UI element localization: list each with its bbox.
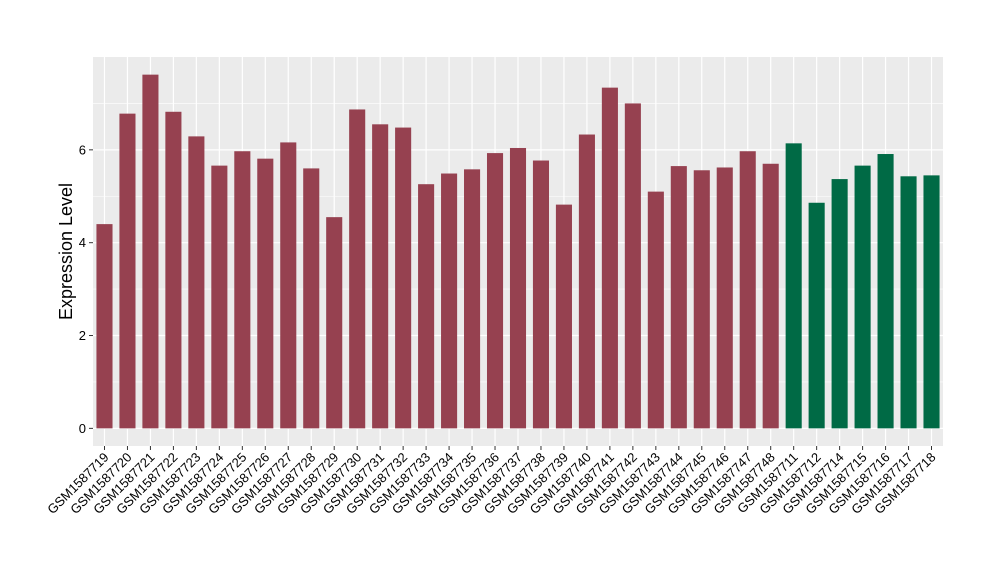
bar-GSM1587719 (96, 224, 113, 429)
bar-GSM1587711 (785, 143, 802, 429)
bar-GSM1587723 (188, 136, 205, 429)
bar-GSM1587726 (257, 158, 274, 429)
bar-GSM1587714 (831, 179, 848, 429)
bar-GSM1587747 (739, 151, 756, 429)
bar-GSM1587716 (877, 154, 894, 429)
bar-GSM1587718 (923, 175, 940, 429)
bar-GSM1587740 (578, 134, 595, 429)
bar-GSM1587727 (280, 142, 297, 429)
bar-GSM1587746 (716, 167, 733, 429)
bar-GSM1587731 (372, 124, 389, 429)
bar-GSM1587733 (418, 184, 435, 429)
bar-GSM1587744 (670, 166, 687, 429)
bar-GSM1587738 (532, 160, 550, 429)
y-tick-label: 4 (79, 235, 86, 250)
bar-GSM1587745 (693, 170, 710, 429)
bars-group (96, 74, 940, 429)
bar-GSM1587730 (349, 109, 366, 429)
y-tick-label: 2 (79, 328, 86, 343)
bar-GSM1587729 (326, 217, 343, 429)
bar-GSM1587712 (808, 202, 825, 429)
y-axis: 0 2 4 6 (79, 142, 93, 436)
bar-GSM1587720 (119, 113, 136, 429)
bar-GSM1587725 (234, 151, 251, 429)
y-tick-label: 0 (79, 421, 86, 436)
bar-GSM1587735 (464, 169, 481, 429)
bar-GSM1587748 (762, 163, 779, 429)
bar-GSM1587724 (211, 165, 228, 429)
bar-GSM1587721 (142, 74, 159, 429)
bar-GSM1587734 (441, 173, 458, 429)
x-axis: GSM1587719GSM1587720GSM1587721GSM1587722… (44, 446, 939, 517)
bar-GSM1587737 (509, 147, 527, 429)
y-tick-label: 6 (79, 142, 86, 157)
bar-GSM1587743 (647, 191, 664, 429)
y-axis-title: Expression Level (56, 183, 76, 320)
bar-GSM1587739 (555, 204, 572, 429)
bar-GSM1587741 (601, 87, 618, 429)
bar-GSM1587717 (900, 176, 917, 429)
bar-GSM1587742 (624, 103, 641, 429)
bar-GSM1587728 (303, 168, 320, 429)
bar-GSM1587715 (854, 165, 871, 429)
bar-GSM1587732 (395, 127, 412, 429)
bar-GSM1587736 (486, 153, 504, 429)
bar-GSM1587722 (165, 111, 182, 429)
